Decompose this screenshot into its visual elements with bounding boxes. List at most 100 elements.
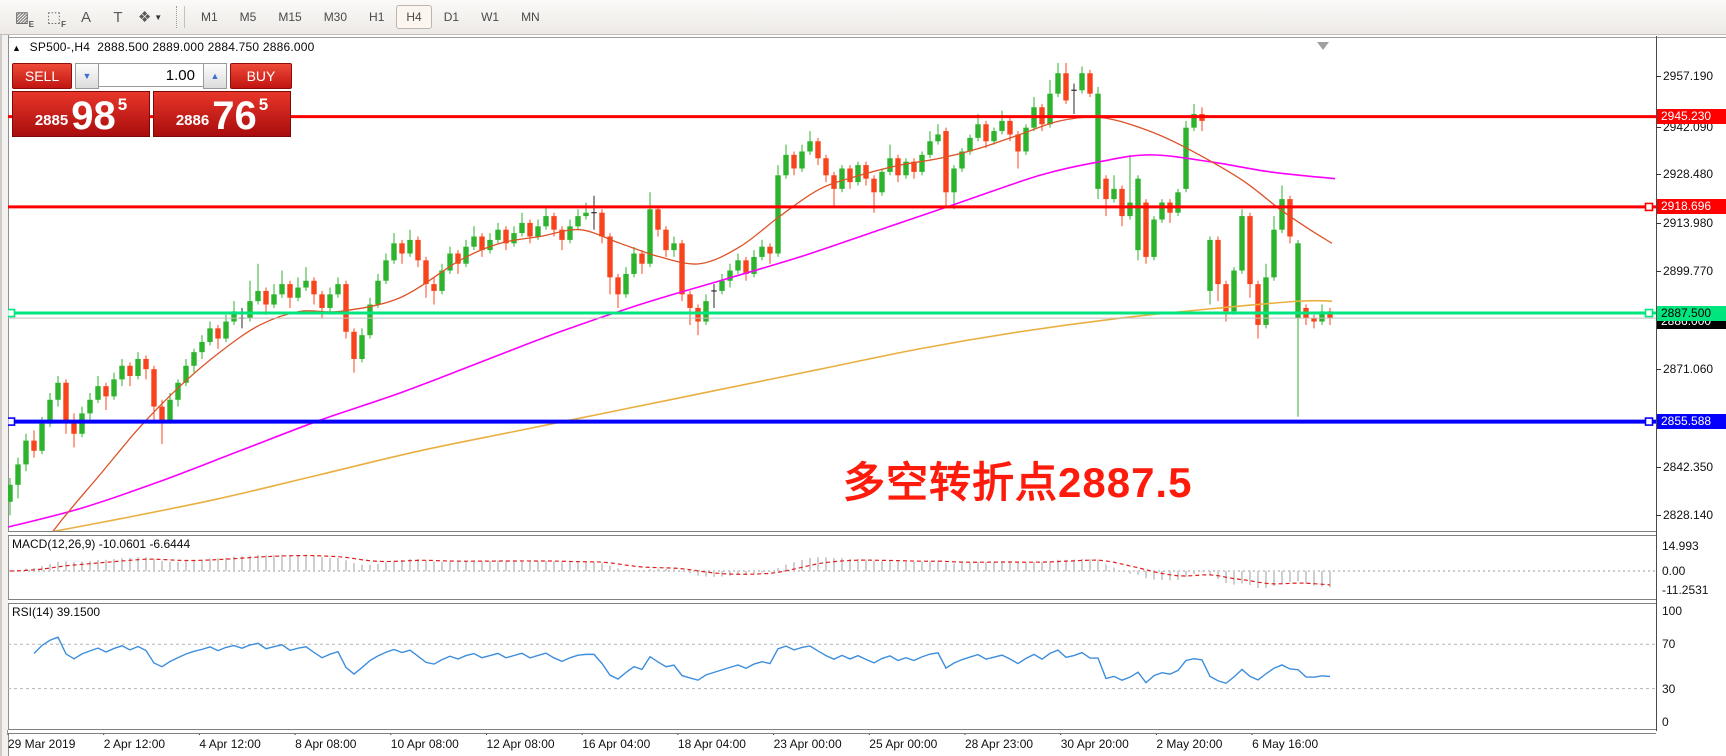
expert-hatch-icon[interactable]: ▨ E [14, 8, 34, 30]
price-axis-tick: 2957.190 [1663, 69, 1714, 83]
candle-body [1047, 93, 1053, 125]
macd-signal-line [9, 554, 1331, 586]
timeframe-button-w1[interactable]: W1 [481, 10, 500, 24]
candle-body [1079, 73, 1085, 91]
pane-separator-rsi[interactable] [8, 599, 1656, 604]
candle-body [647, 209, 653, 264]
volume-increase-button[interactable]: ▲ [203, 63, 227, 89]
candle-body [767, 246, 773, 254]
text-label-icon[interactable]: A [80, 8, 91, 26]
candle-body [1239, 216, 1245, 271]
candle-body [719, 280, 725, 291]
candle-body [967, 137, 973, 152]
candle-body [103, 386, 109, 397]
timeframe-button-mn[interactable]: MN [521, 10, 540, 24]
chart-shift-marker-icon[interactable] [1317, 42, 1329, 50]
sell-price-big: 98 [71, 94, 116, 138]
candle-body [159, 406, 165, 421]
buy-price-button[interactable]: 2886 76 5 [153, 91, 291, 137]
candle-body [863, 165, 869, 179]
line-handle[interactable] [1644, 308, 1654, 318]
candle-body [1271, 229, 1277, 278]
candle-body [831, 175, 837, 189]
candle-body [199, 341, 205, 353]
candle-body [87, 399, 93, 414]
line-handle[interactable] [8, 308, 16, 318]
price-axis-tick: 2871.060 [1663, 361, 1714, 376]
candle-body [927, 141, 933, 155]
symbol-ohlc-header: ▲ SP500-,H4 2888.500 2889.000 2884.750 2… [12, 40, 315, 54]
candle-body [191, 352, 197, 366]
candle-body [439, 270, 445, 291]
timeframe-button-h4[interactable]: H4 [396, 5, 432, 29]
candle-body [247, 301, 253, 319]
main-price-pane[interactable] [0, 63, 1656, 570]
time-axis-label: 2 Apr 12:00 [103, 737, 166, 751]
candle-body [423, 260, 429, 285]
candle-body [1063, 73, 1069, 101]
candle-body [911, 161, 917, 172]
line-handle[interactable] [1644, 417, 1654, 426]
candle-body [1119, 188, 1125, 217]
snap-cursor-icon[interactable]: ❖ ▼ [137, 8, 163, 26]
candle-body [455, 253, 461, 264]
candle-body [1263, 277, 1269, 325]
candle-body [751, 256, 757, 274]
timeframe-button-m15[interactable]: M15 [278, 10, 302, 24]
candle-body [71, 420, 77, 434]
timeframe-button-m1[interactable]: M1 [201, 10, 218, 24]
price-axis-tick: 2828.140 [1663, 507, 1714, 522]
candle-body [791, 154, 797, 169]
line-handle[interactable] [1644, 202, 1654, 212]
sell-button[interactable]: SELL [12, 63, 72, 89]
price-level-badge: 2855.588 [1657, 414, 1726, 430]
grid-pattern-icon[interactable]: ⬚ F [46, 8, 66, 30]
candle-body [1311, 318, 1317, 322]
pane-separator-macd[interactable] [8, 531, 1656, 536]
timeframe-button-m5[interactable]: M5 [239, 10, 257, 24]
candle-body [743, 260, 749, 274]
candle-body [583, 212, 589, 217]
candle-body [703, 301, 709, 322]
timeframe-button-d1[interactable]: D1 [443, 10, 460, 24]
volume-decrease-button[interactable]: ▼ [75, 63, 99, 89]
timeframe-button-h1[interactable]: H1 [369, 10, 385, 24]
ma-fast-line [52, 116, 1333, 531]
toolbar-grip[interactable] [176, 6, 185, 28]
candle-body [399, 243, 405, 254]
rsi-value: 39.1500 [56, 605, 101, 619]
rsi-pane[interactable] [8, 636, 1656, 690]
candle-body [1103, 178, 1109, 200]
candle-body [519, 222, 525, 234]
candle-body [1127, 202, 1133, 217]
candle-body [367, 304, 373, 336]
candle-body [415, 239, 421, 261]
textbox-icon[interactable]: T [113, 8, 123, 26]
chart-left-edge [0, 34, 9, 756]
pane-separator-timeaxis [8, 729, 1656, 734]
sell-price-button[interactable]: 2885 98 5 [12, 91, 150, 137]
candle-body [407, 239, 413, 254]
candle-body [783, 154, 789, 176]
candle-body [1015, 134, 1021, 152]
candle-body [391, 243, 397, 261]
candle-body [607, 236, 613, 278]
volume-input[interactable]: 1.00 [99, 63, 203, 87]
candle-body [471, 236, 477, 247]
price-axis-line [1656, 36, 1657, 731]
candle-body [1327, 311, 1333, 319]
collapse-arrow-icon[interactable]: ▲ [12, 43, 22, 53]
candle-body [1023, 127, 1029, 152]
buy-button[interactable]: BUY [230, 63, 292, 89]
line-handle[interactable] [8, 417, 16, 426]
candle-body [823, 158, 829, 176]
candle-body [663, 229, 669, 251]
price-tick-mark [1656, 76, 1661, 77]
chart-text-annotation[interactable]: 多空转折点2887.5 [843, 459, 1193, 506]
candle-body [935, 134, 941, 142]
macd-pane[interactable] [8, 554, 1656, 589]
time-axis-label: 10 Apr 08:00 [390, 737, 459, 751]
rsi-axis-tick: 70 [1662, 637, 1676, 652]
timeframe-button-m30[interactable]: M30 [323, 10, 348, 24]
